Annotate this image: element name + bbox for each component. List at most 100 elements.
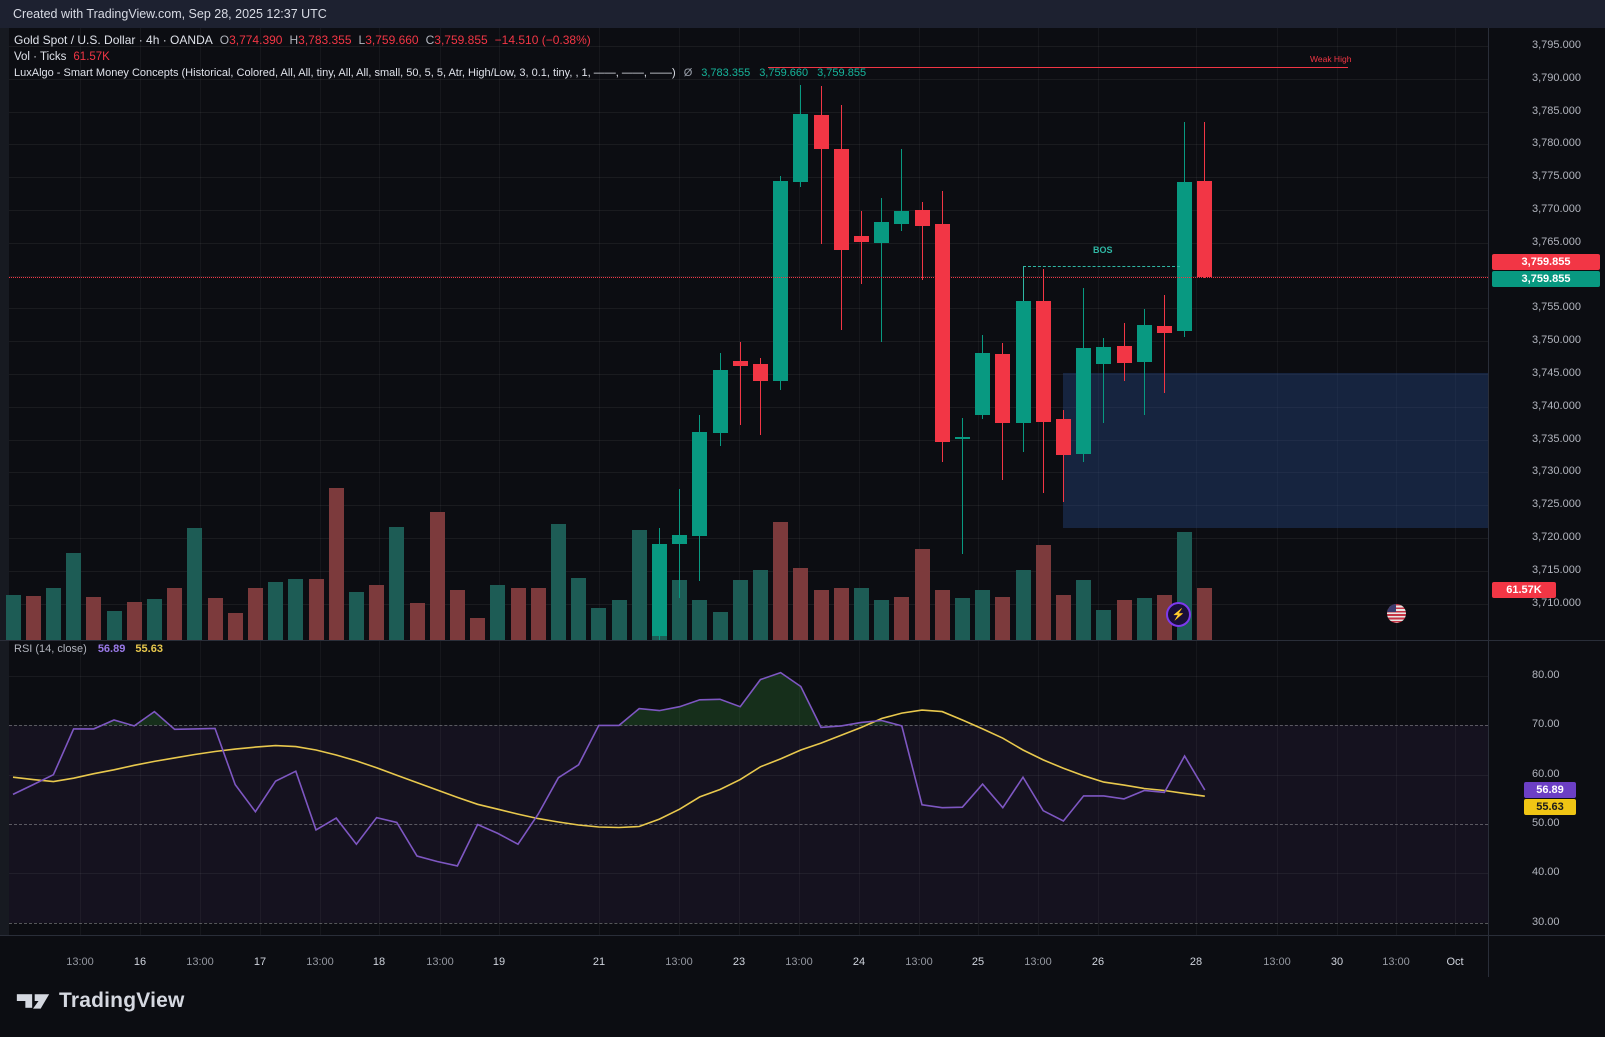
time-tick-label[interactable]: 30 xyxy=(1330,956,1344,968)
gridline-v xyxy=(1455,28,1456,935)
gridline-h xyxy=(9,603,1488,605)
volume-bar xyxy=(429,512,445,640)
candle-body xyxy=(1015,300,1031,424)
price-tick-label: 3,790.000 xyxy=(1532,71,1581,84)
rsi-dashed-level xyxy=(9,725,1488,727)
time-tick-label[interactable]: 13:00 xyxy=(1024,956,1052,968)
candle-body xyxy=(853,236,869,243)
rsi-ma-line xyxy=(12,709,1205,829)
price-tick-label: 3,780.000 xyxy=(1532,137,1581,150)
legend-volume-row[interactable]: Vol · Ticks 61.57K xyxy=(14,49,866,66)
time-tick-label[interactable]: 13:00 xyxy=(665,956,693,968)
gridline-h xyxy=(9,676,1488,678)
candle-body xyxy=(1177,182,1193,332)
candle-body xyxy=(1076,348,1092,455)
volume-bar xyxy=(1197,588,1213,640)
volume-bar xyxy=(611,600,627,640)
ohlc-key: O xyxy=(219,33,230,48)
gridline-v xyxy=(440,28,441,935)
time-tick-label[interactable]: 13:00 xyxy=(186,956,214,968)
volume-bar xyxy=(1076,580,1092,640)
tradingview-logo[interactable]: TradingView xyxy=(16,988,185,1014)
candle-body xyxy=(954,436,970,439)
price-tick-label: 3,755.000 xyxy=(1532,301,1581,314)
rsi-tick-label: 80.00 xyxy=(1532,669,1560,682)
rsi-legend-row[interactable]: RSI (14, close) 56.89 55.63 xyxy=(14,643,163,655)
chart-plot-area[interactable]: Weak High BOS 3,795.000 3,790.000 3,785.000 3… xyxy=(0,28,1605,977)
price-scale-border xyxy=(1488,28,1489,977)
candle-body xyxy=(894,210,910,224)
rsi-indicator-canvas xyxy=(12,671,1206,867)
rsi-dashed-level xyxy=(9,824,1488,825)
time-tick-label[interactable]: 13:00 xyxy=(426,956,454,968)
volume-bar xyxy=(934,590,950,640)
gridline-v xyxy=(978,28,979,935)
time-tick-label[interactable]: 13:00 xyxy=(66,956,94,968)
volume-bar xyxy=(773,522,789,640)
volume-bar xyxy=(874,600,890,640)
candle-body xyxy=(692,431,708,537)
time-tick-label[interactable]: 25 xyxy=(971,956,985,968)
rsi-tick-label: 30.00 xyxy=(1532,915,1560,928)
rsi-tick-label: 60.00 xyxy=(1532,767,1560,780)
gridline-v xyxy=(320,28,321,935)
volume-bar xyxy=(752,570,768,640)
candle-wick xyxy=(820,86,822,245)
volume-bar xyxy=(449,590,465,640)
time-tick-label[interactable]: 18 xyxy=(372,956,386,968)
volume-bar xyxy=(146,599,162,640)
volume-bar xyxy=(369,585,385,640)
gridline-v xyxy=(200,28,201,935)
gridline-h xyxy=(9,144,1488,146)
candle-body xyxy=(813,114,829,149)
candle-body xyxy=(1136,324,1152,362)
candle-body xyxy=(934,223,950,443)
time-tick-label[interactable]: 13:00 xyxy=(306,956,334,968)
time-tick-label[interactable]: 19 xyxy=(492,956,506,968)
gridline-v xyxy=(919,28,920,935)
order-block-zone xyxy=(1063,372,1488,529)
time-tick-label[interactable]: 23 xyxy=(732,956,746,968)
time-tick-label[interactable]: 13:00 xyxy=(1263,956,1291,968)
time-tick-label[interactable]: 28 xyxy=(1189,956,1203,968)
legend-symbol-row[interactable]: Gold Spot / U.S. Dollar · 4h · OANDA O3,… xyxy=(14,32,866,49)
time-tick-label[interactable]: Oct xyxy=(1446,956,1464,968)
time-tick-label[interactable]: 26 xyxy=(1091,956,1105,968)
time-tick-label[interactable]: 24 xyxy=(852,956,866,968)
volume-bar xyxy=(167,588,183,640)
volume-bar xyxy=(954,598,970,640)
volume-bar xyxy=(1035,545,1051,640)
tradingview-wordmark: TradingView xyxy=(59,989,185,1012)
volume-bar xyxy=(86,597,102,640)
ohlc-value: 3,774.390 xyxy=(229,33,283,48)
volume-bar xyxy=(227,613,243,640)
candle-wick xyxy=(860,211,862,285)
time-tick-label[interactable]: 17 xyxy=(253,956,267,968)
time-tick-label[interactable]: 13:00 xyxy=(785,956,813,968)
volume-bar xyxy=(510,588,526,640)
gridline-h xyxy=(9,111,1488,113)
price-tick-label: 3,750.000 xyxy=(1532,334,1581,347)
volume-bar xyxy=(571,578,587,640)
pane-separator xyxy=(0,640,1605,641)
luxalgo-lightning-icon[interactable]: ⚡ xyxy=(1166,602,1191,627)
time-tick-label[interactable]: 13:00 xyxy=(905,956,933,968)
rsi-dashed-level xyxy=(9,922,1488,924)
volume-bar xyxy=(389,527,405,640)
candle-body xyxy=(651,543,667,637)
us-flag-icon[interactable] xyxy=(1387,604,1406,623)
volume-bar xyxy=(308,579,324,640)
legend-luxalgo-row[interactable]: LuxAlgo - Smart Money Concepts (Historic… xyxy=(14,65,866,82)
time-tick-label[interactable]: 21 xyxy=(592,956,606,968)
time-tick-label[interactable]: 16 xyxy=(133,956,147,968)
volume-label: Vol · Ticks xyxy=(14,50,67,63)
time-tick-label[interactable]: 13:00 xyxy=(1382,956,1410,968)
gridline-v xyxy=(599,28,600,935)
gridline-v xyxy=(799,28,800,935)
volume-bar xyxy=(813,590,829,640)
rsi-tick-label: 40.00 xyxy=(1532,866,1560,879)
volume-bar xyxy=(106,611,122,640)
volume-bar xyxy=(1116,600,1132,640)
gridline-h xyxy=(9,308,1488,310)
gridline-h xyxy=(9,505,1488,507)
